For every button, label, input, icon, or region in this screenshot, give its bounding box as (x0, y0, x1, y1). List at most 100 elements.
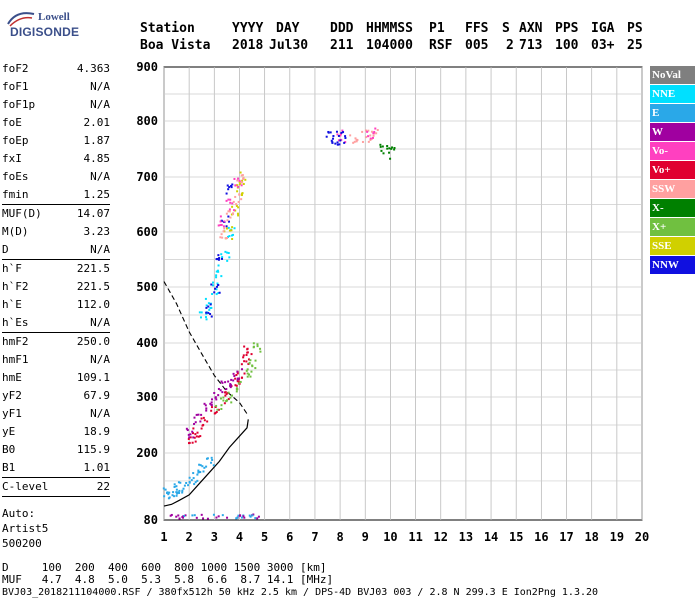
echo-point (202, 416, 205, 419)
noise-point (170, 513, 173, 516)
echo-point (218, 291, 221, 294)
echo-point (192, 432, 195, 435)
param-row: fxI 4.85 (2, 150, 110, 168)
echo-point (233, 227, 236, 230)
echo-point (166, 492, 169, 495)
echo-point (344, 141, 347, 144)
x-tick-label: 1 (160, 530, 167, 544)
echo-point (332, 137, 335, 140)
echo-point (391, 146, 394, 149)
echo-point (379, 143, 382, 146)
echo-point (207, 302, 210, 305)
echo-point (234, 195, 237, 198)
echo-point (227, 226, 230, 229)
echo-point (390, 147, 393, 150)
echo-point (226, 237, 229, 240)
echo-point (232, 213, 235, 216)
echo-point (231, 202, 234, 205)
echo-point (344, 135, 347, 138)
param-row: hmF1 N/A (2, 351, 110, 369)
echo-point (380, 149, 383, 152)
noise-point (217, 515, 220, 518)
echo-point (187, 484, 190, 487)
echo-point (249, 375, 252, 378)
echo-point (178, 489, 181, 492)
header-value-9: 100 (555, 38, 579, 53)
echo-point (252, 345, 255, 348)
legend: NoVal NNE E W Vo- Vo+ SSW X- X+ SSE NNW (650, 66, 695, 275)
echo-point (236, 184, 239, 187)
echo-point (224, 381, 227, 384)
echo-point (223, 402, 226, 405)
echo-point (379, 145, 382, 148)
param-label: yF2 (2, 389, 22, 402)
echo-point (221, 236, 224, 239)
echo-point (234, 184, 237, 187)
echo-point (199, 420, 202, 423)
param-label: fmin (2, 188, 29, 201)
echo-point (369, 134, 372, 137)
echo-point (205, 311, 208, 314)
echo-point (229, 383, 232, 386)
echo-point (214, 405, 217, 408)
echo-point (339, 134, 342, 137)
echo-point (235, 384, 238, 387)
echo-point (386, 147, 389, 150)
echo-point (242, 176, 245, 179)
echo-point (393, 147, 396, 150)
echo-point (187, 442, 190, 445)
echo-point (188, 476, 191, 479)
echo-point (241, 179, 244, 182)
noise-point (178, 517, 181, 520)
echo-point (341, 129, 344, 132)
echo-point (194, 433, 197, 436)
legend-item-nnw: NNW (650, 256, 695, 274)
echo-point (236, 190, 239, 193)
echo-point (211, 458, 214, 461)
echo-point (224, 394, 227, 397)
echo-point (386, 145, 389, 148)
noise-point (226, 516, 229, 519)
echo-point (197, 435, 200, 438)
echo-point (229, 396, 232, 399)
echo-point (227, 220, 230, 223)
param-row: B0 115.9 (2, 441, 110, 459)
echo-point (327, 131, 330, 134)
echo-point (234, 377, 237, 380)
legend-item-vo: Vo+ (650, 161, 695, 179)
echo-point (215, 270, 218, 273)
echo-point (228, 186, 231, 189)
legend-item-ssw: SSW (650, 180, 695, 198)
echo-point (215, 398, 218, 401)
echo-point (189, 436, 192, 439)
legend-item-vo: Vo- (650, 142, 695, 160)
echo-point (207, 305, 210, 308)
echo-point (329, 131, 332, 134)
echo-point (230, 384, 233, 387)
echo-point (212, 284, 215, 287)
param-separator (2, 477, 110, 478)
echo-point (334, 142, 337, 145)
echo-point (197, 469, 200, 472)
noise-point (235, 517, 238, 520)
y-tick-label: 600 (136, 225, 158, 239)
param-value: 115.9 (76, 443, 110, 456)
echo-point (249, 359, 252, 362)
echo-point (211, 293, 214, 296)
echo-point (336, 133, 339, 136)
echo-point (221, 391, 224, 394)
param-label: yE (2, 425, 16, 438)
echo-point (217, 270, 220, 273)
noise-point (177, 514, 180, 517)
x-tick-label: 2 (186, 530, 193, 544)
param-row: yF1 N/A (2, 405, 110, 423)
echo-point (241, 192, 244, 195)
echo-point (246, 372, 249, 375)
echo-point (337, 134, 340, 137)
echo-point (173, 485, 176, 488)
echo-point (247, 363, 250, 366)
param-value: 250.0 (76, 335, 110, 348)
echo-point (373, 130, 376, 133)
echo-point (210, 456, 213, 459)
echo-point (214, 287, 217, 290)
